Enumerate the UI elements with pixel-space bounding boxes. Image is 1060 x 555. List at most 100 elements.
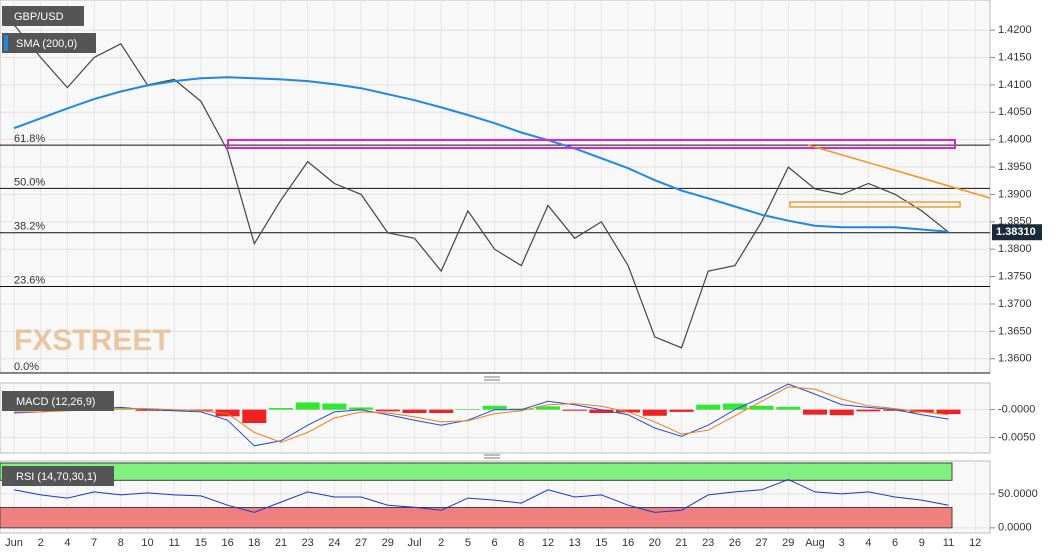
histogram-bar <box>642 409 667 416</box>
last-price-box <box>992 224 1042 241</box>
x-tick-label: 27 <box>755 537 767 549</box>
x-tick-label: 12 <box>969 537 981 549</box>
histogram-bar <box>349 407 374 410</box>
x-tick-label: 11 <box>943 537 954 549</box>
last-price-label: 1.38310 <box>996 226 1036 238</box>
x-tick-label: 6 <box>892 537 898 549</box>
rsi-title: RSI (14,70,30,1) <box>16 471 97 483</box>
x-tick-label: 12 <box>542 537 554 549</box>
y-tick-label: 50.0000 <box>998 488 1038 500</box>
x-tick-label: 21 <box>675 537 687 549</box>
watermark: FXSTREET <box>14 324 171 357</box>
macd-title: MACD (12,26,9) <box>16 396 95 408</box>
macd-line <box>14 386 949 443</box>
legend-label: SMA (200,0) <box>16 38 77 50</box>
x-tick-label: 3 <box>839 537 845 549</box>
x-tick-label: 26 <box>729 537 741 549</box>
y-tick-label: 1.4100 <box>998 79 1032 91</box>
histogram-bar <box>269 408 293 410</box>
x-tick-label: 6 <box>492 537 498 549</box>
histogram-bar <box>749 405 774 410</box>
histogram-bar <box>669 409 694 412</box>
x-tick-label: 5 <box>465 537 471 549</box>
legend-box <box>2 33 96 53</box>
y-tick-label: 1.3750 <box>998 271 1032 283</box>
x-tick-label: 2 <box>438 537 444 549</box>
y-tick-label: 1.3700 <box>998 298 1032 310</box>
histogram-bar <box>455 409 480 410</box>
x-tick-label: 16 <box>622 537 634 549</box>
x-tick-label: Jul <box>407 537 421 549</box>
y-tick-label: 1.3600 <box>998 353 1032 365</box>
y-tick-label: 1.3900 <box>998 188 1032 200</box>
histogram-bar <box>936 409 961 415</box>
x-tick-label: 9 <box>919 537 925 549</box>
histogram-bar <box>509 408 534 410</box>
x-tick-label: 23 <box>702 537 714 549</box>
x-tick-label: 4 <box>64 537 70 549</box>
x-tick-label: 2 <box>38 537 44 549</box>
fib-label: 0.0% <box>14 361 39 373</box>
support-zone <box>789 201 961 208</box>
histogram-bar <box>162 409 187 411</box>
trend-line <box>807 144 991 199</box>
y-tick-label: 1.4200 <box>998 24 1032 36</box>
macd-title-box <box>2 391 114 411</box>
x-tick-label: 8 <box>118 537 124 549</box>
rsi-title-box <box>2 466 114 486</box>
sma-line <box>13 76 949 233</box>
histogram-bar <box>295 402 320 410</box>
price-line <box>13 24 949 349</box>
x-tick-label: 24 <box>328 537 340 549</box>
histogram-bar <box>562 409 587 411</box>
x-tick-label: 13 <box>569 537 581 549</box>
rsi-line <box>13 478 949 513</box>
oversold-zone <box>0 506 953 529</box>
overbought-zone <box>0 462 953 481</box>
histogram-bar <box>803 409 827 415</box>
x-tick-label: 29 <box>382 537 394 549</box>
x-tick-label: 8 <box>518 537 524 549</box>
histogram-bar <box>589 409 614 413</box>
y-tick-label: 0.0000 <box>998 522 1032 534</box>
x-tick-label: 27 <box>355 537 367 549</box>
panel-handle[interactable] <box>484 454 500 459</box>
resistance-zone <box>227 139 956 149</box>
histogram-bar <box>536 406 560 410</box>
histogram-bar <box>108 408 133 410</box>
histogram-bar <box>482 405 507 410</box>
y-tick-label: 1.4000 <box>998 134 1032 146</box>
fib-label: 61.8% <box>14 133 45 145</box>
fib-label: 50.0% <box>14 176 45 188</box>
y-tick-label: 1.4150 <box>998 51 1032 63</box>
x-tick-label: 7 <box>91 537 97 549</box>
fib-label: 38.2% <box>14 221 45 233</box>
y-tick-label: 1.3950 <box>998 161 1032 173</box>
histogram-bar <box>375 409 400 412</box>
y-tick-label: 1.3800 <box>998 243 1032 255</box>
histogram-bar <box>883 409 908 411</box>
title-box <box>2 6 84 26</box>
y-tick-label: 1.4050 <box>998 106 1032 118</box>
fib-label: 23.6% <box>14 274 45 286</box>
x-tick-label: Aug <box>805 537 825 549</box>
histogram-bar <box>215 409 240 417</box>
histogram-bar <box>776 406 801 410</box>
chart-title: GBP/USD <box>14 11 64 23</box>
x-tick-label: 29 <box>782 537 794 549</box>
histogram-bar <box>429 409 454 413</box>
histogram-bar <box>402 409 427 413</box>
histogram-bar <box>829 409 854 416</box>
histogram-bar <box>322 403 347 410</box>
panel-handle[interactable] <box>484 376 500 381</box>
y-tick-label: 1.3650 <box>998 325 1032 337</box>
x-tick-label: Jun <box>5 537 23 549</box>
x-tick-label: 18 <box>248 537 260 549</box>
watermark-text: FXSTREET <box>14 324 171 357</box>
histogram-bar <box>722 403 747 410</box>
x-tick-label: 15 <box>595 537 607 549</box>
x-tick-label: 23 <box>302 537 314 549</box>
x-tick-label: 20 <box>649 537 661 549</box>
histogram-bar <box>696 404 721 410</box>
